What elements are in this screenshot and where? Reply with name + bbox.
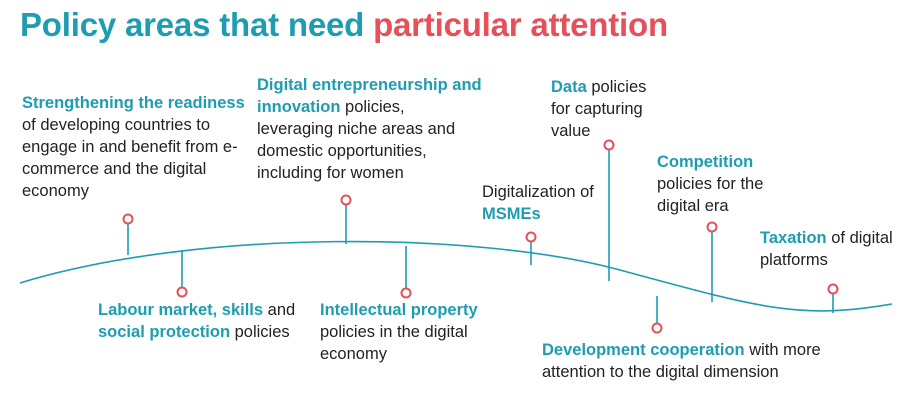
label-devcoop-highlight: Development cooperation: [542, 341, 745, 359]
title-part-1: Policy areas that need: [20, 6, 365, 43]
label-competition: Competition policies for the digital era: [657, 151, 787, 217]
label-labour: Labour market, skills and social protect…: [98, 299, 313, 343]
marker-data: [603, 139, 615, 151]
label-devcoop: Development cooperation with more attent…: [542, 339, 832, 383]
marker-labour: [176, 286, 188, 298]
label-devcoop-text: with more attention to the digital dimen…: [542, 341, 821, 381]
label-entrepreneurship-text: policies, leveraging niche areas and dom…: [257, 98, 456, 182]
label-data-highlight: Data: [551, 78, 587, 96]
label-readiness-highlight: Strengthening the readiness: [22, 94, 245, 112]
label-taxation: Taxation of digital platforms: [760, 227, 910, 271]
label-taxation-highlight: Taxation: [760, 229, 827, 247]
marker-msmes: [525, 231, 537, 243]
marker-taxation: [827, 283, 839, 295]
label-entrepreneurship-highlight: Digital entrepreneurship and innovation: [257, 76, 482, 116]
label-labour-highlight-2: social protection: [98, 323, 231, 341]
label-readiness: Strengthening the readiness of developin…: [22, 92, 252, 202]
label-entrepreneurship: Digital entrepreneurship and innovation …: [257, 74, 485, 184]
marker-ip: [400, 287, 412, 299]
label-taxation-text: of digital platforms: [760, 229, 893, 269]
label-ip-text: policies in the digital economy: [320, 323, 468, 363]
label-msmes-highlight: MSMEs: [482, 205, 541, 223]
label-labour-text: policies: [234, 323, 290, 341]
label-competition-highlight: Competition: [657, 153, 754, 171]
label-msmes-text: Digitalization of: [482, 183, 594, 201]
timeline-curve: [19, 240, 893, 312]
label-msmes: Digitalization of MSMEs: [482, 181, 594, 225]
marker-devcoop: [651, 322, 663, 334]
label-data-text: policies for capturing value: [551, 78, 647, 140]
marker-competition: [706, 221, 718, 233]
label-labour-highlight-1: Labour market, skills: [98, 301, 264, 319]
label-labour-text-mid: and: [267, 301, 296, 319]
label-ip: Intellectual property policies in the di…: [320, 299, 520, 365]
label-competition-text: policies for the digital era: [657, 175, 764, 215]
page-title: Policy areas that need particular attent…: [20, 6, 668, 44]
label-data: Data policies for capturing value: [551, 76, 661, 142]
label-readiness-text: of developing countries to engage in and…: [22, 116, 238, 200]
marker-entrepreneurship: [340, 194, 352, 206]
marker-readiness: [122, 213, 134, 225]
label-ip-highlight: Intellectual property: [320, 301, 478, 319]
title-part-2: particular attention: [373, 6, 668, 43]
